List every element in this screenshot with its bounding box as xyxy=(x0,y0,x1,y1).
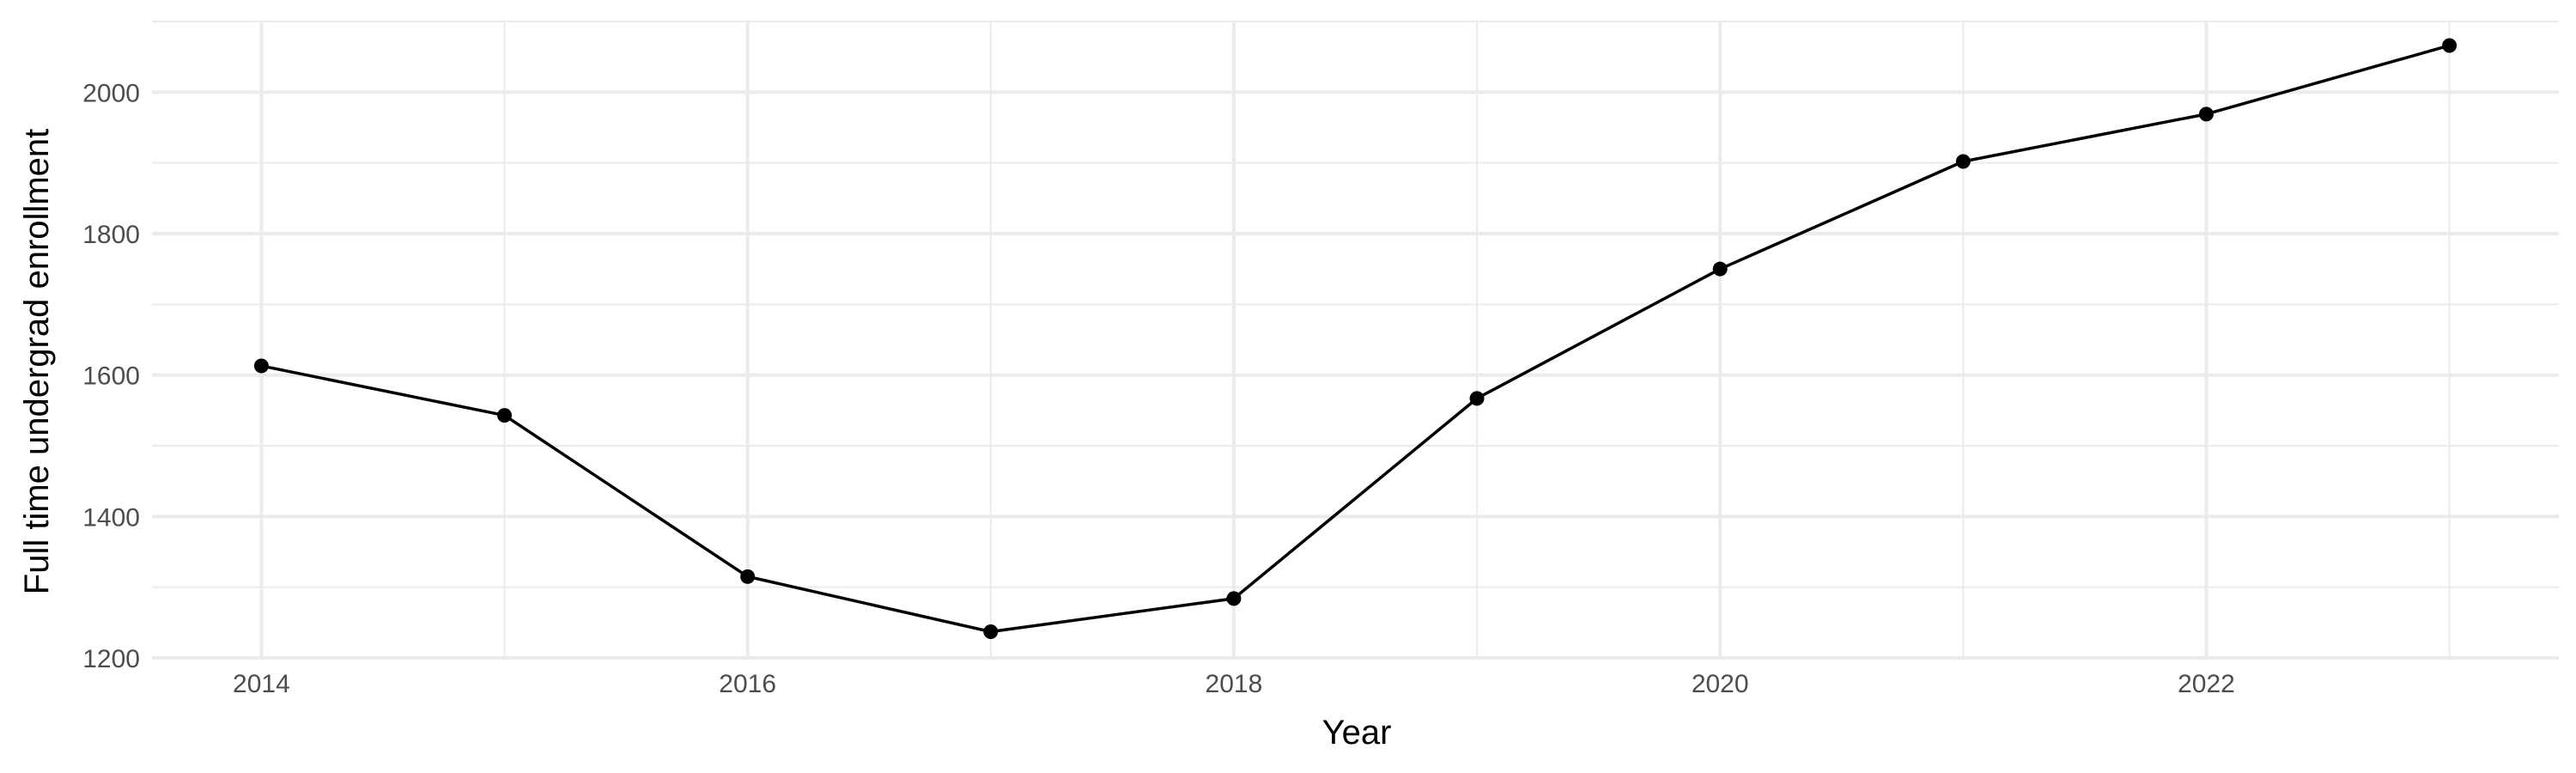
x-tick-label: 2018 xyxy=(1206,670,1263,698)
major-gridlines xyxy=(152,21,2559,660)
series-layer xyxy=(253,38,2458,640)
data-point xyxy=(253,358,269,374)
data-point xyxy=(1955,154,1971,169)
series-line xyxy=(261,44,2451,634)
y-tick-label: 1600 xyxy=(82,362,140,391)
data-point xyxy=(1712,261,1728,277)
data-point xyxy=(2442,38,2458,53)
data-point xyxy=(740,569,756,584)
y-tick-label: 1400 xyxy=(82,503,140,532)
minor-gridlines xyxy=(152,21,2559,658)
x-tick-label: 2020 xyxy=(1692,670,1749,698)
x-tick-labels: 2014 2016 2018 2020 2022 xyxy=(233,670,2235,698)
y-axis-title: Full time undergrad enrollment xyxy=(18,129,56,594)
x-axis-title: Year xyxy=(1322,714,1392,752)
y-tick-label: 1200 xyxy=(82,645,140,673)
x-tick-label: 2016 xyxy=(719,670,776,698)
data-point xyxy=(1469,391,1485,406)
x-tick-label: 2022 xyxy=(2178,670,2235,698)
data-point xyxy=(2198,107,2214,122)
y-tick-labels: 1200 1400 1600 1800 2000 xyxy=(82,79,140,673)
x-tick-label: 2014 xyxy=(233,670,290,698)
y-tick-label: 2000 xyxy=(82,79,140,107)
data-point xyxy=(983,624,999,640)
data-point xyxy=(1226,591,1242,606)
data-point xyxy=(497,408,513,423)
y-tick-label: 1800 xyxy=(82,221,140,249)
